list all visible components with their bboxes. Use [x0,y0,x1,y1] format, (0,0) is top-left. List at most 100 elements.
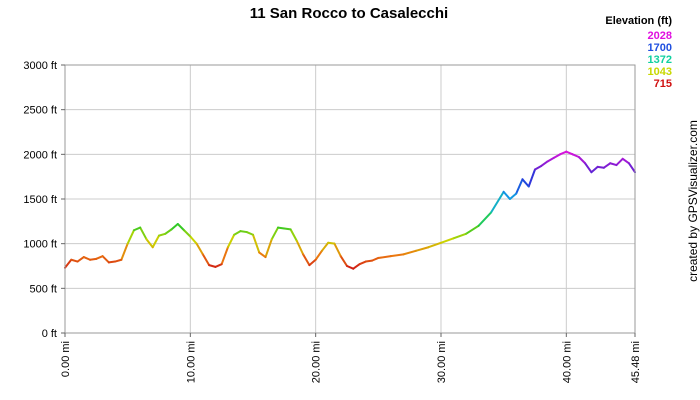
profile-segment [609,162,618,167]
profile-segment [107,260,117,264]
profile-point [352,267,355,270]
profile-point [245,231,248,233]
profile-point [208,264,211,267]
profile-segment [320,241,330,252]
profile-segment [333,242,342,258]
profile-segment [439,237,455,244]
profile-point [546,160,549,163]
profile-point [490,211,493,214]
profile-point [264,256,267,258]
legend-entry: 2028 [648,30,672,42]
profile-segment [533,164,543,171]
x-tick-label: 30.00 mi [436,341,448,383]
profile-segment [546,156,555,163]
profile-point [258,251,261,254]
profile-segment [371,256,380,262]
profile-point [521,178,524,181]
y-tick-label: 0 ft [42,328,57,340]
profile-segment [126,229,135,245]
profile-segment [164,228,173,235]
profile-point [139,226,142,229]
profile-point [95,257,98,260]
profile-segment [239,230,248,234]
profile-point [145,238,148,241]
profile-point [371,259,373,262]
profile-segment [277,226,286,230]
credit-text: created by GPSVisualizer.com [686,120,700,282]
profile-point [70,258,73,261]
x-tick-label: 40.00 mi [561,341,573,383]
profile-point [402,253,405,256]
profile-segment [540,160,549,167]
profile-segment [82,256,92,261]
profile-point [389,255,392,258]
profile-point [189,235,192,238]
profile-point [214,265,217,268]
profile-segment [114,258,123,263]
profile-point [621,157,624,160]
profile-segment [327,241,336,245]
profile-segment [289,228,298,242]
profile-segment [414,246,430,252]
profile-point [527,185,530,188]
profile-point [201,253,204,256]
profile-point [283,227,286,230]
profile-point [170,228,173,231]
profile-segment [621,157,630,165]
profile-segment [377,255,392,259]
profile-segment [70,258,79,263]
profile-point [327,241,330,244]
x-tick-label: 20.00 mi [311,341,323,383]
profile-segment [264,238,273,259]
profile-segment [251,233,261,254]
profile-point [465,232,467,235]
profile-point [151,246,154,249]
profile-point [552,157,555,159]
profile-point [321,249,323,252]
profile-segment [170,223,179,231]
profile-segment [201,253,211,267]
y-axis: 0 ft 500 ft 1000 ft 1500 ft 2000 ft 2500 ft 30… [23,60,65,340]
profile-segment [502,190,511,200]
profile-point [364,260,367,263]
profile-point [289,228,292,231]
profile-point [565,150,568,153]
profile-point [107,261,110,264]
profile-point [540,165,543,167]
profile-segment [477,211,493,227]
legend-title: Elevation (ft) [605,15,672,27]
profile-segment [345,265,355,270]
profile-point [302,253,305,256]
profile-segment [559,150,568,156]
profile-segment [302,253,311,267]
profile-point [252,233,254,236]
x-tick-label: 10.00 mi [185,341,197,383]
legend-entry: 715 [654,78,672,90]
profile-segment [157,232,167,237]
profile-segment [283,227,292,231]
x-tick-label: 0.00 mi [60,341,72,377]
y-tick-label: 2000 ft [23,149,57,161]
profile-segment [220,246,229,266]
profile-segment [590,165,599,174]
profile-point [114,260,117,263]
profile-point [176,223,179,225]
profile-point [603,166,605,169]
profile-point [277,226,279,229]
profile-point [415,249,417,252]
profile-point [590,171,593,174]
profile-point [339,255,342,258]
profile-point [596,165,599,168]
profile-segment [132,226,142,232]
profile-segment [427,241,442,249]
profile-point [195,242,198,245]
profile-segment [584,162,593,174]
profile-point [628,162,630,165]
profile-point [427,246,430,249]
profile-segment [270,226,280,241]
profile-segment [552,153,562,159]
profile-point [584,162,587,165]
legend-entry: 1700 [648,42,672,54]
